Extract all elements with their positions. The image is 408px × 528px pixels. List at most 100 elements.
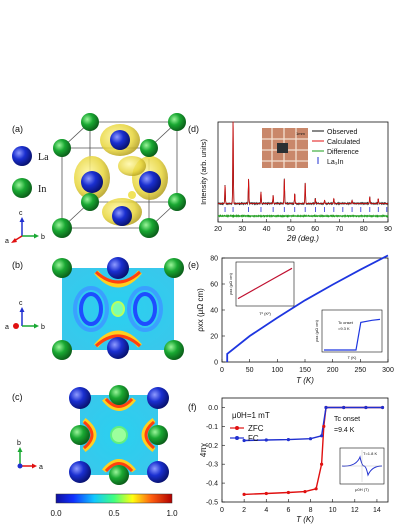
e-ytick-0: 0 xyxy=(214,360,218,367)
inset-right-curve xyxy=(324,318,381,351)
fc-point-1 xyxy=(264,438,268,442)
unit-cell-atoms xyxy=(52,113,186,238)
inset-e-right: Tc onset =9.3 K T (K) ρxx (μΩ cm) xyxy=(314,309,383,360)
inset-left-ylabel: ρxx (μΩ cm) xyxy=(228,272,233,294)
e-xtick-2: 100 xyxy=(271,367,283,374)
zfc-point-6 xyxy=(322,424,326,428)
f-ytick-0: 0.0 xyxy=(208,405,218,412)
e-xtick-3: 150 xyxy=(299,367,311,374)
panel-c-label: (c) xyxy=(12,392,23,402)
plot-f-ylabel: 4πχ xyxy=(199,442,208,457)
e-ytick-3: 60 xyxy=(210,282,218,289)
axis-a-label-c: a xyxy=(39,464,43,471)
axis-a-label-b: a xyxy=(5,324,9,331)
colorbar-tick-1: 0.5 xyxy=(108,509,120,518)
axis-c-label: c xyxy=(19,210,23,217)
plot-d-legend: Observed Calculated Difference La₃In xyxy=(312,129,360,166)
zfc-point-0 xyxy=(242,492,246,496)
axis-b-label-b: b xyxy=(41,324,45,331)
inset-right-tc-label: Tc onset xyxy=(338,320,354,325)
f-ytick-1: -0.1 xyxy=(206,424,218,431)
colorbar-tick-2: 1.0 xyxy=(166,509,178,518)
atoms-c xyxy=(69,385,169,485)
plot-e-ylabel: ρxx (μΩ cm) xyxy=(196,288,205,332)
axis-a-label: a xyxy=(5,238,9,245)
inset-f-xlabel: μ0H (T) xyxy=(355,487,369,492)
zfc-point-5 xyxy=(320,462,324,466)
axes-triad-b: c a b xyxy=(5,300,45,331)
legend-difference: Difference xyxy=(327,149,359,156)
inset-f-label: T=1.8 K xyxy=(363,451,377,456)
inset-left-xlabel: T² (K²) xyxy=(259,311,271,316)
f-xtick-0: 0 xyxy=(220,507,224,514)
plot-d-ylabel: Intensity (arb. units) xyxy=(199,139,208,205)
d-xtick-4: 60 xyxy=(311,226,319,233)
fc-point-0 xyxy=(242,438,246,443)
e-ytick-2: 40 xyxy=(210,308,218,315)
panel-e: (e) ρxx (μΩ cm) T (K) 0 50 100 150 200 250 300… xyxy=(188,254,394,385)
plot-e-xlabel: T (K) xyxy=(296,376,314,385)
plot-d-xticks: 20 30 40 50 60 70 80 90 xyxy=(214,219,392,233)
legend-calculated: Calculated xyxy=(327,139,360,146)
e-ytick-1: 20 xyxy=(210,334,218,341)
fc-point-6 xyxy=(342,405,346,410)
inset-right-ylabel: ρxx (μΩ cm) xyxy=(314,319,319,341)
f-xtick-7: 14 xyxy=(373,507,381,514)
in-legend-label: In xyxy=(38,184,46,195)
d-xtick-0: 20 xyxy=(214,226,222,233)
fc-point-4 xyxy=(320,434,324,438)
axis-b-label: b xyxy=(41,234,45,241)
e-xtick-0: 0 xyxy=(220,367,224,374)
inset-left-curve xyxy=(237,267,293,300)
plot-d-frame xyxy=(217,121,389,223)
tc-onset-value: =9.4 K xyxy=(334,427,355,434)
zfc-point-3 xyxy=(303,490,307,494)
axis-b-label-c: b xyxy=(17,440,21,447)
e-ytick-4: 80 xyxy=(210,256,218,263)
fc-point-7 xyxy=(364,405,368,410)
colorbar: 0.0 0.5 1.0 xyxy=(50,493,178,518)
panel-b: (b) c a b xyxy=(5,257,184,360)
colorbar-tick-0: 0.0 xyxy=(50,509,62,518)
bragg-markers xyxy=(224,207,388,212)
panel-d-label: (d) xyxy=(188,124,199,134)
inset-e-left: T² (K²) ρxx (μΩ cm) xyxy=(228,261,295,316)
panel-f-label: (f) xyxy=(188,402,197,412)
panel-b-label: (b) xyxy=(12,260,23,270)
inset-f-hysteresis: T=1.8 K μ0H (T) xyxy=(339,447,385,492)
legend-la3in: La₃In xyxy=(327,159,344,166)
axes-triad-c: b a xyxy=(17,440,43,471)
e-xtick-5: 250 xyxy=(354,367,366,374)
e-xtick-4: 200 xyxy=(327,367,339,374)
tc-onset-label: Tc onset xyxy=(334,416,360,423)
panel-a: (a) La In c a b xyxy=(5,113,186,245)
plot-f-ticks: 0 2 4 6 8 10 12 14 0.0 -0.1 -0.2 -0.3 -0.4 -0.5 xyxy=(206,405,381,514)
axis-c-label-b: c xyxy=(19,300,23,307)
zfc-point-4 xyxy=(314,487,318,491)
atoms-b xyxy=(52,257,184,360)
f-xtick-5: 10 xyxy=(329,507,337,514)
panel-c: (c) b xyxy=(12,385,169,485)
d-xtick-3: 50 xyxy=(287,226,295,233)
d-xtick-7: 90 xyxy=(384,226,392,233)
e-xtick-6: 300 xyxy=(382,367,394,374)
legend-zfc: ZFC xyxy=(248,424,264,433)
plot-d-xlabel: 2θ (deg.) xyxy=(286,234,319,243)
f-ytick-3: -0.3 xyxy=(206,462,218,469)
d-xtick-2: 40 xyxy=(263,226,271,233)
legend-observed: Observed xyxy=(327,129,357,136)
d-xtick-6: 80 xyxy=(360,226,368,233)
inset-right-xlabel: T (K) xyxy=(348,355,357,360)
fc-point-3 xyxy=(308,437,313,441)
density-contours-b xyxy=(73,270,163,348)
f-ytick-4: -0.4 xyxy=(206,481,218,488)
f-xtick-3: 6 xyxy=(286,507,290,514)
difference-curve xyxy=(217,213,389,219)
f-ytick-2: -0.2 xyxy=(206,443,218,450)
inset-right-tc-value: =9.3 K xyxy=(338,326,350,331)
e-xtick-1: 50 xyxy=(246,367,254,374)
plot-f-legend: ZFC FC xyxy=(230,424,264,443)
legend-fc: FC xyxy=(248,434,259,443)
panel-d: (d) Intensity (arb. units) 2θ (deg.) 20 3… xyxy=(188,121,392,243)
